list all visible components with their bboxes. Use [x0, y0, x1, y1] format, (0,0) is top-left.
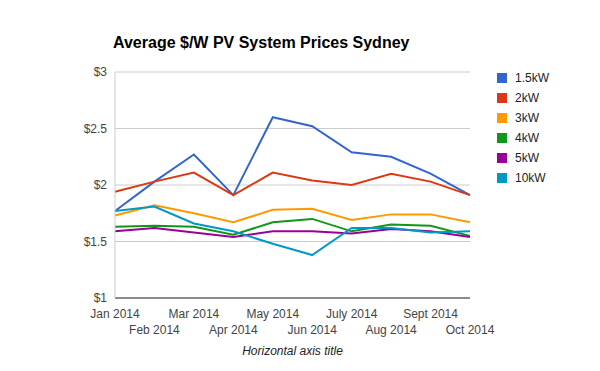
html-text:2kW: 2kW	[515, 91, 539, 105]
svg-text:Apr 2014: Apr 2014	[209, 323, 258, 337]
svg-text:$2.5: $2.5	[84, 122, 108, 136]
svg-text:Jan 2014: Jan 2014	[90, 307, 140, 321]
html-text:1.5kW: 1.5kW	[515, 71, 549, 85]
svg-text:Sept 2014: Sept 2014	[403, 307, 458, 321]
svg-text:$3: $3	[94, 65, 108, 79]
html-text:3kW: 3kW	[515, 111, 539, 125]
html-text:Horizontal axis title: Horizontal axis title	[242, 344, 343, 358]
svg-text:Jun 2014: Jun 2014	[288, 323, 338, 337]
svg-text:$1.5: $1.5	[84, 235, 108, 249]
svg-text:May 2014: May 2014	[246, 307, 299, 321]
svg-text:Aug 2014: Aug 2014	[365, 323, 417, 337]
svg-text:Feb 2014: Feb 2014	[129, 323, 180, 337]
svg-text:July 2014: July 2014	[326, 307, 378, 321]
html-text:10kW: 10kW	[515, 171, 546, 185]
svg-text:$1: $1	[94, 291, 108, 305]
svg-text:Mar 2014: Mar 2014	[169, 307, 220, 321]
svg-text:Oct 2014: Oct 2014	[446, 323, 495, 337]
html-text:Average $/W PV System Prices S: Average $/W PV System Prices Sydney	[113, 34, 410, 51]
html-text:4kW: 4kW	[515, 131, 539, 145]
html-text:5kW: 5kW	[515, 151, 539, 165]
svg-text:$2: $2	[94, 178, 108, 192]
